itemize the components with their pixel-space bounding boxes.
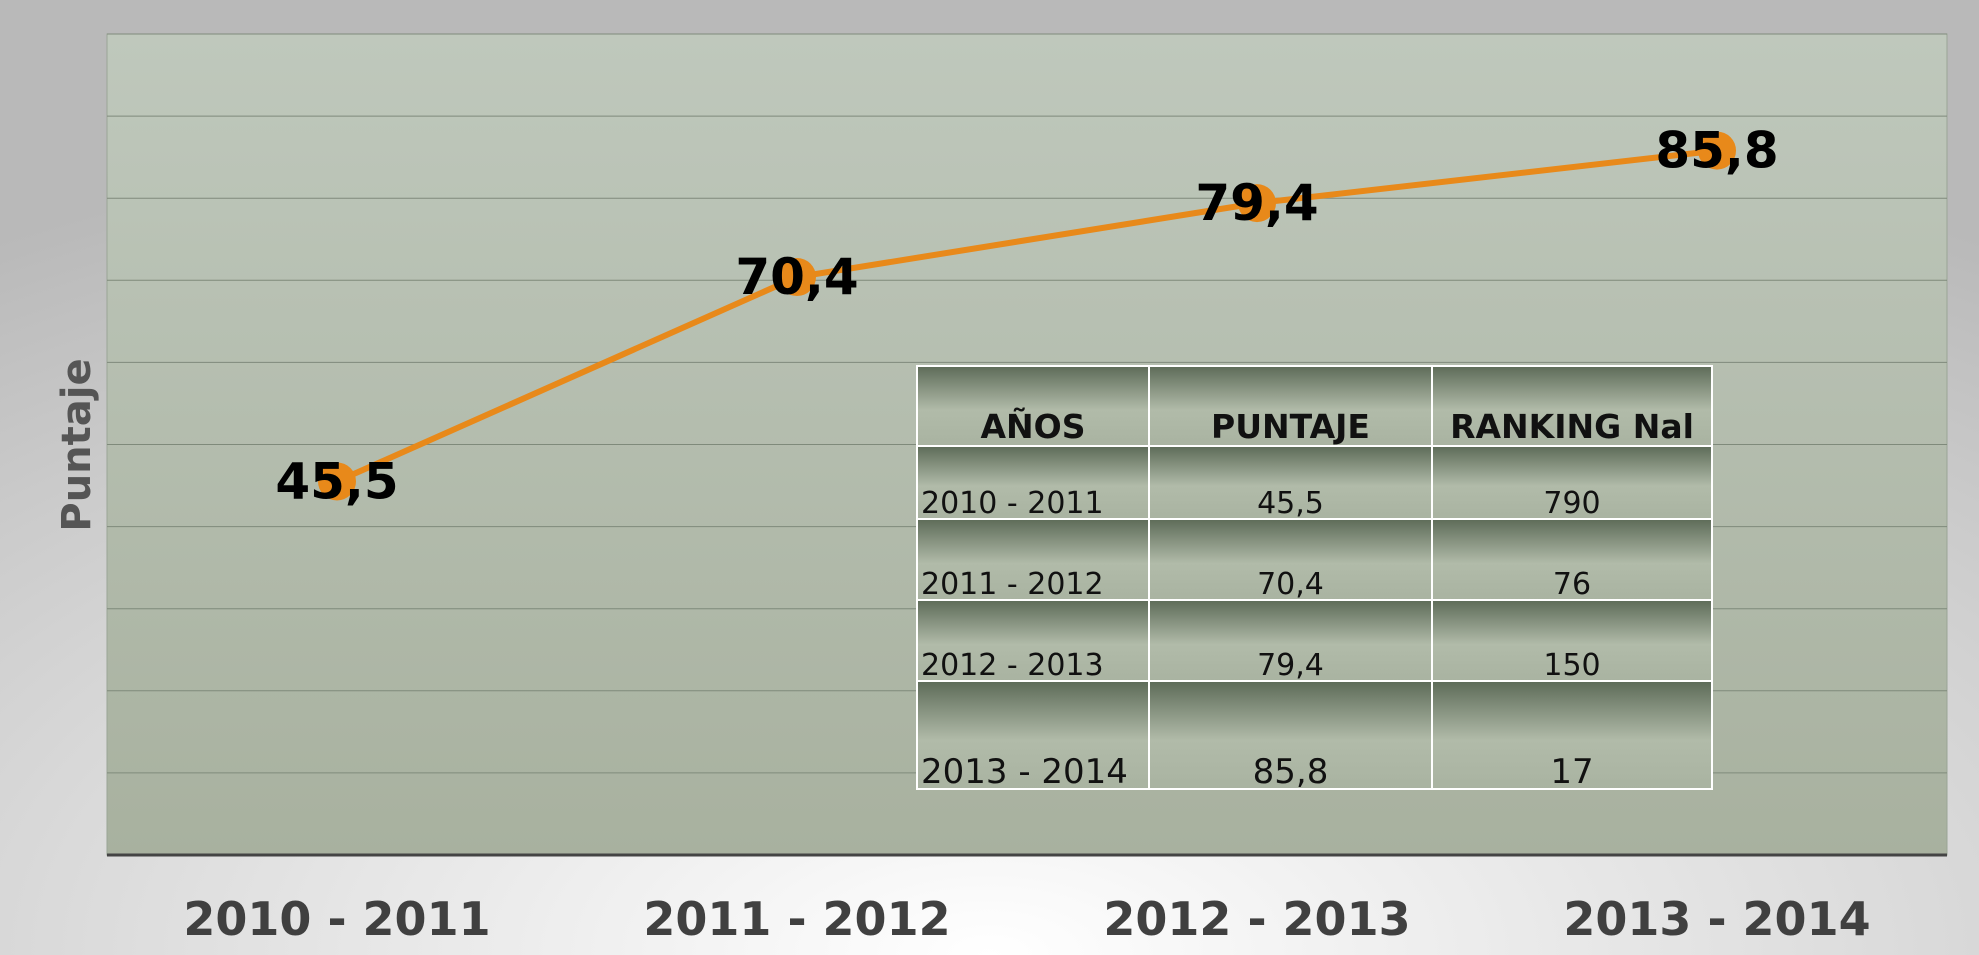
table-text: 2013 - 2014: [921, 752, 1128, 792]
table-text: 2010 - 2011: [921, 486, 1104, 521]
table-text: 79,4: [1257, 648, 1324, 683]
table-header: AÑOS: [981, 406, 1086, 446]
line: [335, 147, 1718, 485]
table-text: 17: [1550, 752, 1593, 792]
marker: [318, 462, 356, 501]
table-cell: [1431, 599, 1713, 682]
table-cell: [1148, 445, 1433, 520]
data-label: 70,4: [735, 248, 858, 306]
marker: [1238, 184, 1276, 223]
y-axis-label: Puntaje: [54, 358, 100, 531]
table-text: 70,4: [1257, 567, 1324, 602]
x-tick-label: 2012 - 2013: [1103, 892, 1410, 946]
table-text: 2012 - 2013: [921, 648, 1104, 683]
table-cell: [916, 518, 1150, 601]
table-text: 790: [1543, 486, 1600, 521]
table-cell: [1431, 365, 1713, 447]
table-cell: [916, 445, 1150, 520]
x-tick-label: 2011 - 2012: [643, 892, 950, 946]
data-label: 79,4: [1195, 174, 1318, 232]
data-label: 45,5: [275, 452, 398, 510]
table-text: 85,8: [1253, 752, 1329, 792]
table-cell: [916, 680, 1150, 790]
table-cell: [1431, 680, 1713, 790]
table-cell: [1148, 680, 1433, 790]
table-text: 150: [1543, 648, 1600, 683]
data-label: 85,8: [1655, 122, 1778, 180]
table-cell: [1431, 518, 1713, 601]
table-header: PUNTAJE: [1211, 407, 1370, 446]
x-tick-label: 2010 - 2011: [183, 892, 490, 946]
table-cell: [1431, 445, 1713, 520]
table-text: 45,5: [1257, 486, 1324, 521]
table-text: 2011 - 2012: [921, 567, 1104, 602]
marker: [778, 258, 816, 297]
x-tick-label: 2013 - 2014: [1563, 892, 1870, 946]
table-text: 76: [1553, 567, 1591, 602]
marker: [1698, 131, 1736, 170]
table-cell: [1148, 518, 1433, 601]
table-header: RANKING Nal: [1450, 407, 1694, 446]
